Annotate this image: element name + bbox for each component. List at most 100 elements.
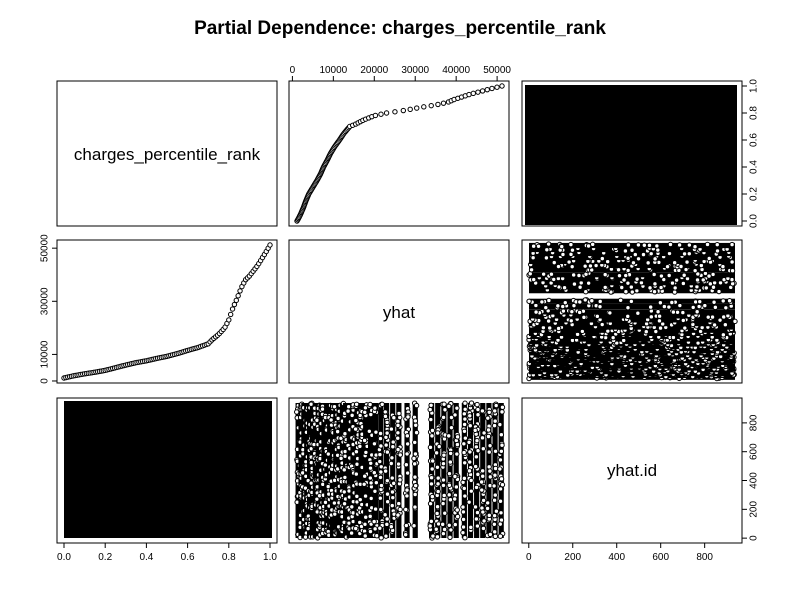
data-point [371,470,378,476]
data-point [378,535,384,541]
data-point [625,242,632,248]
data-point [372,506,379,512]
data-point [480,473,486,479]
diag-label-rank: charges_percentile_rank [74,145,261,164]
data-point [535,243,542,249]
data-point [226,317,232,323]
data-point [383,110,390,116]
data-point [475,406,481,413]
data-point [491,512,498,519]
tick-label: 0.8 [749,106,760,120]
data-point [412,439,418,446]
data-point [474,401,480,408]
data-point [547,325,553,331]
data-point [628,298,635,305]
data-point [460,509,467,515]
data-point [305,525,311,532]
data-point [378,482,385,489]
data-point [694,309,700,315]
data-point [442,407,448,413]
panel-r2c2: yhat [288,239,510,384]
data-point [454,451,460,457]
data-point [494,84,500,90]
data-point [461,411,468,417]
data-point [235,293,241,299]
axis-bottom-rank: 0.0 0.2 0.4 0.6 0.8 1.0 [57,542,277,563]
panel-frame [288,239,510,384]
data-point [561,285,568,291]
dense-points-id-vs-rank [64,401,272,538]
data-point [585,243,592,249]
data-point [467,459,473,465]
data-point [404,487,410,493]
data-point [434,534,441,540]
data-point [428,416,434,423]
data-point [367,513,373,520]
data-point [382,512,388,518]
data-point [391,480,397,487]
data-point [434,510,440,517]
data-point [498,476,505,482]
data-point [474,437,480,444]
points-yhat-vs-id [294,400,506,541]
data-point [658,273,665,279]
data-point [452,496,458,502]
data-point [560,251,566,258]
data-point [405,414,411,420]
data-point [657,300,664,306]
data-point [411,461,418,467]
points-rank-vs-yhat [61,242,273,381]
data-point [461,428,468,434]
data-point [361,437,368,444]
data-point [436,443,442,450]
data-point [684,259,690,265]
data-point [466,468,473,474]
data-point [388,524,395,530]
tick-label: 30000 [401,65,429,76]
data-point [372,112,379,119]
data-point [480,497,487,504]
data-point [373,429,379,435]
data-point [630,260,637,266]
data-point [372,488,378,494]
band-fill [441,403,447,538]
data-point [492,465,499,472]
data-point [625,305,631,311]
tick-label: 10000 [40,340,51,368]
data-point [446,522,452,528]
data-point [643,328,649,335]
points-id-vs-yhat [526,241,738,382]
tick-label: 1.0 [749,79,760,93]
data-point [472,427,478,434]
data-point [403,522,410,529]
panel-frame [56,80,278,227]
data-point [616,272,623,279]
band-fill [529,313,735,319]
data-point [656,318,663,324]
band-fill [529,242,735,249]
tick-label: 40000 [442,65,470,76]
data-point [439,521,446,528]
data-point [362,521,368,528]
data-point [378,111,384,117]
data-point [569,263,575,270]
data-point [434,464,441,471]
data-point [485,433,492,440]
data-point [428,102,434,109]
data-point [354,461,360,467]
data-point [403,506,409,513]
band-fill [312,403,318,538]
data-point [696,303,702,310]
data-point [341,501,348,507]
band-fill [529,317,735,323]
data-point [461,475,468,482]
panel-r2c3 [521,239,743,384]
data-point [368,495,374,502]
data-point [635,256,642,262]
data-point [673,277,680,283]
data-point [621,277,627,283]
data-point [486,512,492,519]
data-point [493,508,500,514]
data-point [635,242,642,248]
